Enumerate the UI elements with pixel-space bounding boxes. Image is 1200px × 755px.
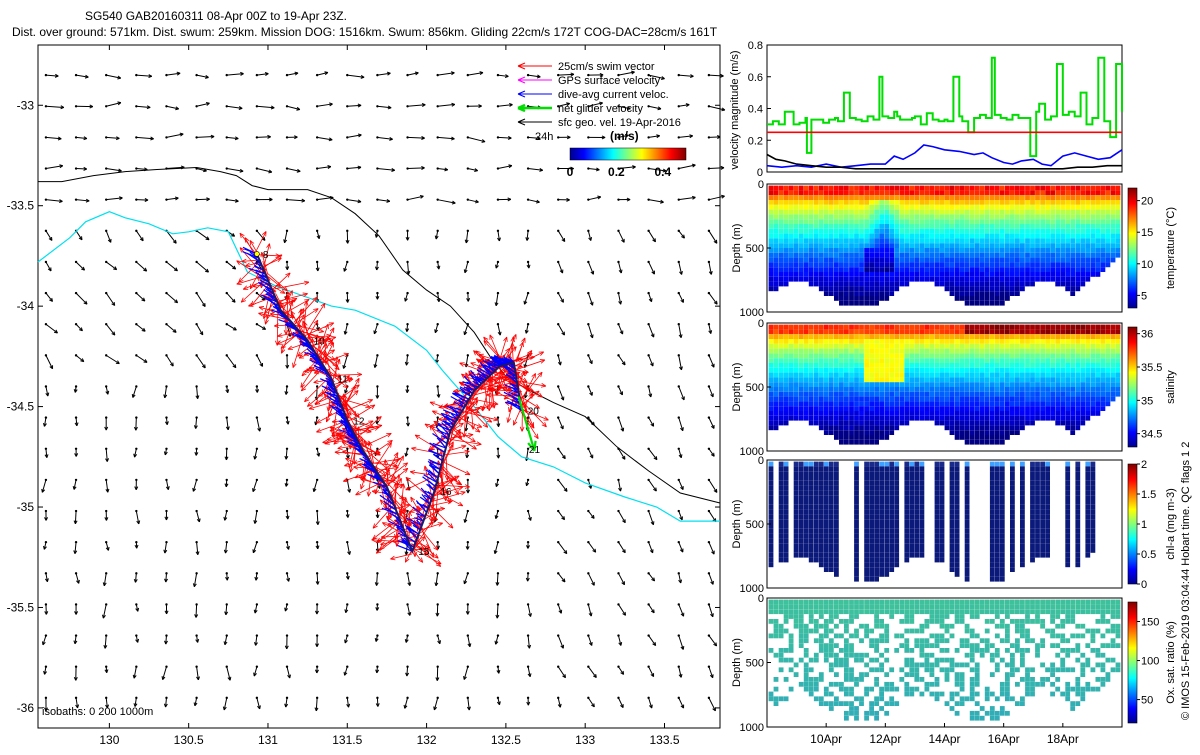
figure-title: SG540 GAB20160311 08-Apr 00Z to 19-Apr 2… — [85, 9, 347, 23]
y-tick-label: -34 — [17, 299, 35, 313]
day-label: 8 — [263, 250, 269, 261]
velocity-magnitude-panel: 0 0.2 0.4 0.6 0.8 velocity magnitude (m/s) — [729, 40, 1122, 179]
y-tick-label: 0 — [758, 179, 764, 191]
colorbar-tick-label: 2 — [1141, 459, 1147, 471]
legend-label: 25cm/s swim vector — [558, 61, 655, 73]
y-tick-label: 0 — [758, 455, 764, 467]
colorbar-tick-label: 35.5 — [1141, 362, 1162, 374]
legend-note-24h: 24h — [535, 131, 553, 143]
colorbar-tick-label: 0 — [1141, 579, 1147, 591]
day-label: 11 — [337, 374, 348, 385]
y-tick-label: 500 — [746, 382, 764, 394]
legend-label: net glider velocity — [558, 103, 643, 115]
section-colorbar — [1128, 464, 1137, 584]
y-tick-label: 0 — [758, 593, 764, 605]
colorbar-tick-label: 36 — [1141, 329, 1153, 341]
colorbar-tick-label: 0 — [567, 165, 574, 179]
colorbar-tick-label: 5 — [1141, 290, 1147, 302]
legend-label: sfc geo. vel. 19-Apr-2016 — [558, 117, 681, 129]
x-tick-label: 133.5 — [649, 733, 679, 747]
y-tick-label: 500 — [746, 658, 764, 670]
velocity-frame — [767, 45, 1122, 172]
y-tick-label: -35.5 — [7, 600, 35, 614]
section-ylabel: Depth (m) — [731, 363, 743, 412]
colorbar-tick-label: 35 — [1141, 395, 1153, 407]
x-tick-label: 14Apr — [928, 732, 960, 746]
colorbar-label: temperature (°C) — [1165, 207, 1177, 289]
colorbar-label: (m/s) — [610, 129, 639, 143]
y-tick-label: 0.6 — [748, 72, 763, 84]
y-tick-label: -34.5 — [7, 400, 35, 414]
colorbar-label: Ox. sat. ratio (%) — [1165, 621, 1177, 704]
y-tick-label: 0.2 — [748, 135, 763, 147]
y-tick-label: 1000 — [740, 722, 764, 734]
colorbar-tick-label: 100 — [1141, 656, 1159, 668]
x-tick-label: 130.5 — [174, 733, 204, 747]
y-tick-label: -35 — [17, 500, 35, 514]
y-tick-label: 500 — [746, 243, 764, 255]
colorbar-label: chl-a (mg m-3) — [1165, 488, 1177, 560]
section-colorbar — [1128, 602, 1137, 723]
colorbar-tick-label: 20 — [1141, 196, 1153, 208]
colorbar-tick-label: 0.4 — [654, 165, 671, 179]
isobaths-label: isobaths: 0 200 1000m — [42, 706, 153, 718]
legend-label: dive-avg current veloc. — [558, 89, 669, 101]
x-tick-label: 132.5 — [491, 733, 521, 747]
day-label: 12 — [353, 417, 365, 428]
day-label: 16 — [441, 487, 453, 498]
x-tick-label: 133 — [575, 733, 595, 747]
section-ylabel: Depth (m) — [731, 224, 743, 273]
legend-label: GPS surface velocity — [558, 75, 661, 87]
section-ylabel: Depth (m) — [731, 638, 743, 687]
x-tick-label: 18Apr — [1047, 732, 1079, 746]
x-tick-label: 10Apr — [810, 732, 842, 746]
day-label: 10 — [314, 336, 326, 347]
day-label: 15 — [418, 547, 430, 558]
colorbar-tick-label: 1 — [1141, 519, 1147, 531]
x-tick-label: 16Apr — [988, 732, 1020, 746]
y-tick-label: -36 — [17, 701, 35, 715]
y-tick-label: 0.8 — [748, 40, 763, 52]
velocity-ylabel: velocity magnitude (m/s) — [729, 50, 741, 169]
section-ylabel: Depth (m) — [731, 500, 743, 549]
x-tick-label: 130 — [99, 733, 119, 747]
y-tick-label: -33.5 — [7, 199, 35, 213]
oxygen-panel: 0 500 1000 Depth (m) 50 100 150 Ox. sat. ratio … — [731, 593, 1177, 746]
figure-subtitle: Dist. over ground: 571km. Dist. swum: 25… — [12, 25, 718, 39]
day-label: 20 — [528, 407, 540, 418]
y-tick-label: 0 — [757, 167, 763, 179]
y-tick-label: 0 — [758, 318, 764, 330]
track-start-marker — [254, 251, 259, 256]
x-tick-label: 132 — [417, 733, 437, 747]
section-colorbar — [1128, 327, 1137, 447]
day-label: 21 — [529, 445, 541, 456]
y-tick-label: 0.4 — [748, 104, 763, 116]
colorbar-label: salinity — [1165, 370, 1177, 404]
track-map: 8 10 11 12 15 16 20 21 130 130.5 131 131.5 132 132.5… — [7, 45, 725, 747]
x-tick-label: 12Apr — [869, 732, 901, 746]
y-tick-label: -33 — [17, 98, 35, 112]
colorbar-tick-label: 0.5 — [1141, 549, 1156, 561]
colorbar-tick-label: 1.5 — [1141, 489, 1156, 501]
colorbar-tick-label: 50 — [1141, 695, 1153, 707]
copyright-note: © IMOS 15-Feb-2019 03:04:44 Hobart time.… — [1180, 442, 1192, 720]
colorbar-tick-label: 10 — [1141, 259, 1153, 271]
colorbar-tick-label: 15 — [1141, 227, 1153, 239]
section-colorbar — [1128, 188, 1137, 308]
colorbar-tick-label: 150 — [1141, 617, 1159, 629]
x-tick-label: 131.5 — [332, 733, 362, 747]
colorbar-tick-label: 34.5 — [1141, 429, 1162, 441]
map-colorbar — [570, 148, 686, 160]
colorbar-tick-label: 0.2 — [608, 165, 625, 179]
x-tick-label: 131 — [258, 733, 278, 747]
y-tick-label: 500 — [746, 519, 764, 531]
